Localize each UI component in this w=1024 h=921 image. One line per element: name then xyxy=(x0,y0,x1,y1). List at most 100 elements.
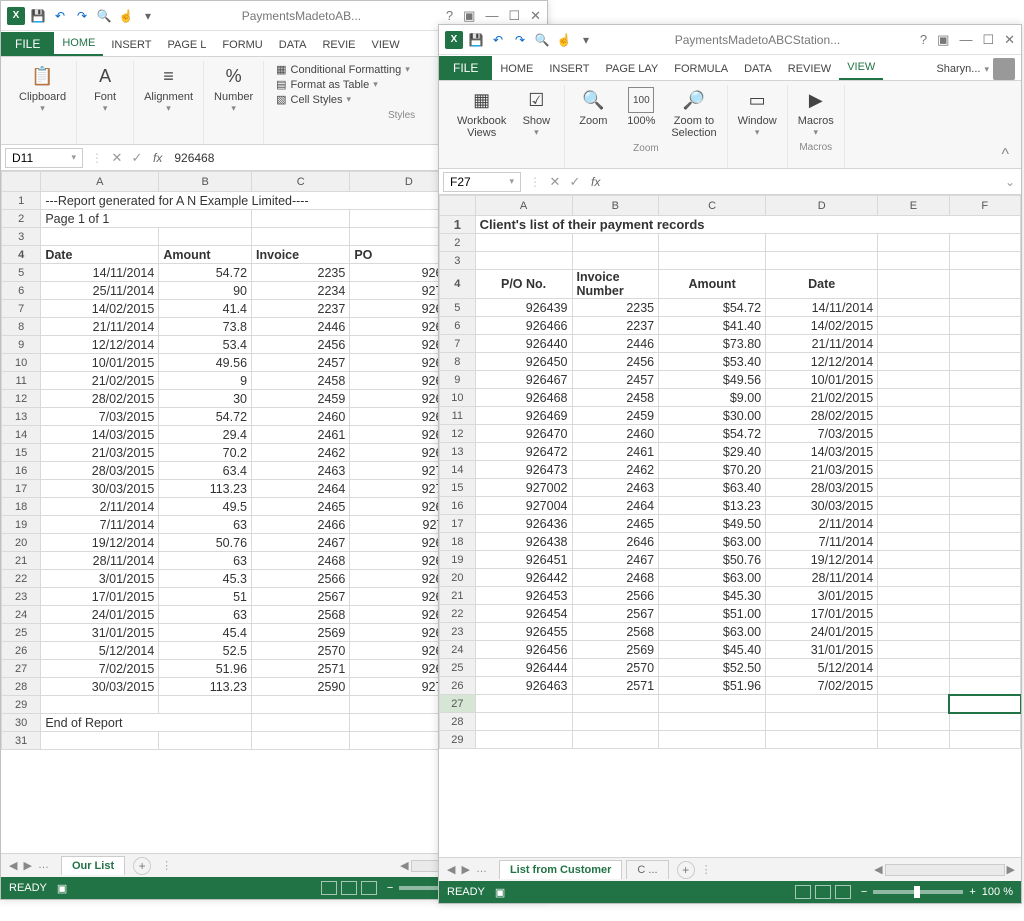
zoom-button[interactable]: 🔍Zoom xyxy=(571,85,615,129)
macro-record-icon[interactable]: ▣ xyxy=(495,886,505,899)
data-row[interactable]: 69264662237$41.4014/02/2015 xyxy=(440,317,1021,335)
col-header-E[interactable]: E xyxy=(878,196,949,216)
expand-formula-icon[interactable]: ⌄ xyxy=(999,175,1021,189)
sheet-nav-next-icon[interactable]: ▶ xyxy=(23,859,31,872)
column-header[interactable]: Date xyxy=(41,246,159,264)
col-header-A[interactable]: A xyxy=(41,172,159,192)
help-icon[interactable]: ? xyxy=(920,32,927,48)
data-row[interactable]: 249264562569$45.4031/01/2015 xyxy=(440,641,1021,659)
selected-cell[interactable] xyxy=(949,695,1020,713)
tab-insert[interactable]: INSERT xyxy=(541,58,597,80)
view-break-icon[interactable] xyxy=(361,881,377,895)
preview-icon[interactable]: 🔍 xyxy=(533,31,551,49)
data-row[interactable]: 189264382646$63.007/11/2014 xyxy=(440,533,1021,551)
format-as-table-button[interactable]: ▤Format as Table ▾ xyxy=(276,78,410,91)
data-row[interactable]: 129264702460$54.727/03/2015 xyxy=(440,425,1021,443)
minimize-icon[interactable]: — xyxy=(485,8,498,24)
tab-pagelay[interactable]: PAGE LAY xyxy=(597,58,666,80)
data-row[interactable]: 99264672457$49.5610/01/2015 xyxy=(440,371,1021,389)
data-row[interactable]: 139264722461$29.4014/03/2015 xyxy=(440,443,1021,461)
col-header-F[interactable]: F xyxy=(949,196,1020,216)
help-icon[interactable]: ? xyxy=(446,8,453,24)
save-icon[interactable]: 💾 xyxy=(467,31,485,49)
hundred-percent-button[interactable]: 100100% xyxy=(619,85,663,129)
font-button[interactable]: AFont▾ xyxy=(83,61,127,116)
sheet-tab-list-from-customer[interactable]: List from Customer xyxy=(499,860,622,879)
close-icon[interactable]: ✕ xyxy=(1004,32,1015,48)
save-icon[interactable]: 💾 xyxy=(29,7,47,25)
maximize-icon[interactable]: ☐ xyxy=(508,8,520,24)
close-icon[interactable]: ✕ xyxy=(530,8,541,24)
conditional-formatting-button[interactable]: ▦Conditional Formatting ▾ xyxy=(276,63,410,76)
data-row[interactable]: 149264732462$70.2021/03/2015 xyxy=(440,461,1021,479)
view-normal-icon[interactable] xyxy=(795,885,811,899)
zoom-selection-button[interactable]: 🔎Zoom to Selection xyxy=(667,85,720,141)
sheet-nav-prev-icon[interactable]: ◀ xyxy=(9,859,17,872)
window-button[interactable]: ▭Window▾ xyxy=(734,85,781,140)
file-tab[interactable]: FILE xyxy=(1,32,54,56)
tab-pagel[interactable]: PAGE L xyxy=(159,34,214,56)
col-header-B[interactable]: B xyxy=(159,172,252,192)
accept-formula-icon[interactable]: ✓ xyxy=(127,150,147,166)
data-row[interactable]: 179264362465$49.502/11/2014 xyxy=(440,515,1021,533)
data-row[interactable]: 259264442570$52.505/12/2014 xyxy=(440,659,1021,677)
add-sheet-button[interactable]: + xyxy=(677,861,695,879)
maximize-icon[interactable]: ☐ xyxy=(982,32,994,48)
zoom-slider[interactable] xyxy=(873,890,963,894)
column-header[interactable]: Amount xyxy=(159,246,252,264)
sheet-nav-next-icon[interactable]: ▶ xyxy=(461,863,469,876)
data-row[interactable]: 239264552568$63.0024/01/2015 xyxy=(440,623,1021,641)
cell-styles-button[interactable]: ▧Cell Styles ▾ xyxy=(276,93,410,106)
fx-icon[interactable]: fx xyxy=(585,175,606,189)
alignment-button[interactable]: ≡Alignment▾ xyxy=(140,61,197,116)
data-row[interactable]: 119264692459$30.0028/02/2015 xyxy=(440,407,1021,425)
cancel-formula-icon[interactable]: ✕ xyxy=(545,174,565,190)
page-info[interactable]: Page 1 of 1 xyxy=(41,210,252,228)
ribbon-display-icon[interactable]: ▣ xyxy=(463,8,475,24)
view-layout-icon[interactable] xyxy=(341,881,357,895)
undo-icon[interactable]: ↶ xyxy=(51,7,69,25)
tab-home[interactable]: HOME xyxy=(54,32,103,56)
user-name[interactable]: Sharyn... xyxy=(936,63,980,75)
col-header-B[interactable]: B xyxy=(572,196,659,216)
redo-icon[interactable]: ↷ xyxy=(511,31,529,49)
zoom-out-icon[interactable]: − xyxy=(387,882,393,894)
tab-formula[interactable]: FORMULA xyxy=(666,58,736,80)
touch-icon[interactable]: ☝ xyxy=(555,31,573,49)
sheet-nav-prev-icon[interactable]: ◀ xyxy=(447,863,455,876)
avatar[interactable] xyxy=(993,58,1015,80)
tab-insert[interactable]: INSERT xyxy=(103,34,159,56)
data-row[interactable]: 229264542567$51.0017/01/2015 xyxy=(440,605,1021,623)
col-header-A[interactable]: A xyxy=(475,196,572,216)
show-button[interactable]: ☑Show▾ xyxy=(514,85,558,140)
add-sheet-button[interactable]: + xyxy=(133,857,151,875)
undo-icon[interactable]: ↶ xyxy=(489,31,507,49)
redo-icon[interactable]: ↷ xyxy=(73,7,91,25)
minimize-icon[interactable]: — xyxy=(959,32,972,48)
tab-review[interactable]: REVIEW xyxy=(780,58,839,80)
data-row[interactable]: 269264632571$51.967/02/2015 xyxy=(440,677,1021,695)
column-header[interactable]: Invoice xyxy=(252,246,350,264)
collapse-ribbon-icon[interactable]: ^ xyxy=(997,142,1013,168)
preview-icon[interactable]: 🔍 xyxy=(95,7,113,25)
data-row[interactable]: 209264422468$63.0028/11/2014 xyxy=(440,569,1021,587)
data-row[interactable]: 199264512467$50.7619/12/2014 xyxy=(440,551,1021,569)
zoom-in-icon[interactable]: + xyxy=(969,886,975,898)
number-button[interactable]: %Number▾ xyxy=(210,61,257,116)
zoom-level[interactable]: 100 % xyxy=(982,886,1013,898)
tab-view[interactable]: VIEW xyxy=(363,34,407,56)
name-box[interactable]: D11▾ xyxy=(5,148,83,168)
col-header-C[interactable]: C xyxy=(659,196,766,216)
data-row[interactable]: 109264682458$9.0021/02/2015 xyxy=(440,389,1021,407)
sheet-tab-c[interactable]: C ... xyxy=(626,860,668,879)
zoom-out-icon[interactable]: − xyxy=(861,886,867,898)
name-box[interactable]: F27▾ xyxy=(443,172,521,192)
view-normal-icon[interactable] xyxy=(321,881,337,895)
file-tab[interactable]: FILE xyxy=(439,56,492,80)
fx-icon[interactable]: fx xyxy=(147,151,168,165)
data-row[interactable]: 159270022463$63.4028/03/2015 xyxy=(440,479,1021,497)
tab-revie[interactable]: REVIE xyxy=(314,34,363,56)
accept-formula-icon[interactable]: ✓ xyxy=(565,174,585,190)
tab-data[interactable]: DATA xyxy=(736,58,780,80)
qat-more-icon[interactable]: ▾ xyxy=(139,7,157,25)
